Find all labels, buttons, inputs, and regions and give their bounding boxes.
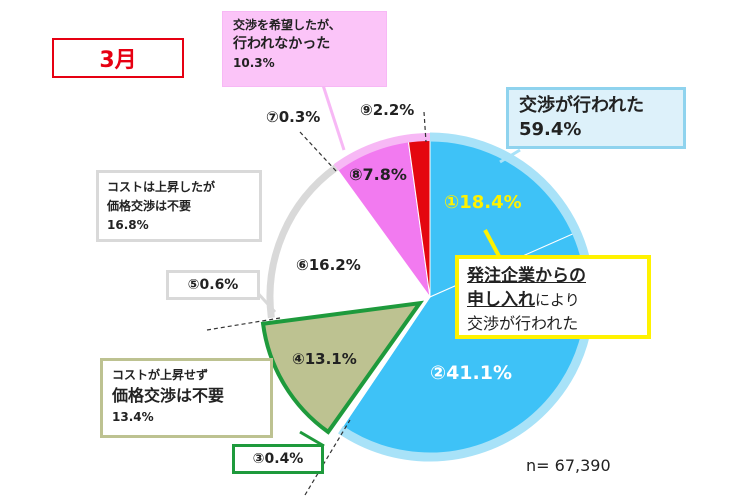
pie-slice-3 — [337, 296, 431, 429]
callout-part1: 発注企業からの — [467, 266, 586, 286]
leader-group-negotiated — [499, 148, 521, 164]
leader-group-not-negotiated — [320, 81, 346, 151]
callout-part3: により — [535, 291, 580, 309]
group-label-cost-rose-no-negotiation: コストは上昇したが 価格交渉は不要 16.8% — [96, 170, 262, 242]
group-rings — [266, 132, 595, 462]
leader-lines — [206, 81, 521, 496]
group-negotiated-title: 交渉が行われた — [519, 95, 645, 116]
slice-label-box-5: ⑤0.6% — [166, 270, 260, 300]
group-not-negotiated-line2: 行われなかった — [233, 36, 331, 52]
leader-slice-3-box — [299, 430, 325, 448]
group-label-cost-not-rose: コストが上昇せず 価格交渉は不要 13.4% — [100, 358, 273, 438]
leader-slice-9 — [423, 111, 427, 143]
slice-label-1: ①18.4% — [444, 192, 522, 213]
ring-cost-rose-no-negotiation — [266, 164, 339, 319]
slice-label-box-3: ③0.4% — [232, 444, 324, 474]
slice-label-5: ⑤0.6% — [187, 277, 239, 293]
group-not-negotiated-value: 10.3% — [233, 56, 275, 70]
callout-box: 発注企業からの 申し入れにより 交渉が行われた — [455, 255, 651, 339]
pie-slice-4 — [260, 300, 425, 435]
group-cost-not-rose-line1: コストが上昇せず — [112, 368, 209, 382]
leader-slice-3 — [304, 419, 351, 496]
leader-callout — [483, 229, 502, 259]
leader-slice-7 — [299, 131, 338, 173]
group-cost-not-rose-value: 13.4% — [112, 410, 154, 424]
sample-size-label: n= 67,390 — [526, 456, 611, 475]
slice-label-8: ⑧7.8% — [349, 165, 407, 184]
slice-label-2: ②41.1% — [430, 362, 513, 384]
slice-label-9: ⑨2.2% — [360, 101, 415, 119]
callout-part4: 交渉が行われた — [467, 314, 579, 333]
month-badge: 3月 — [52, 38, 184, 78]
slice-label-3: ③0.4% — [252, 451, 304, 467]
slice-label-6: ⑥16.2% — [296, 256, 361, 274]
slice-label-7: ⑦0.3% — [266, 108, 321, 126]
group-not-negotiated-line1: 交渉を希望したが、 — [233, 18, 341, 32]
leader-slice-5-divider — [206, 317, 281, 331]
group-label-not-negotiated: 交渉を希望したが、 行われなかった 10.3% — [222, 11, 387, 87]
group-label-negotiated: 交渉が行われた 59.4% — [506, 87, 686, 149]
slice-label-4: ④13.1% — [292, 350, 357, 368]
month-label: 3月 — [99, 48, 137, 73]
group-cost-not-rose-line2: 価格交渉は不要 — [112, 386, 225, 405]
ring-negotiated — [338, 132, 595, 462]
group-cost-rose-value: 16.8% — [107, 218, 149, 232]
ring-not-negotiated — [333, 133, 431, 171]
callout-part2: 申し入れ — [467, 290, 535, 310]
group-cost-rose-line2: 価格交渉は不要 — [107, 199, 192, 213]
group-negotiated-value: 59.4% — [519, 119, 582, 140]
group-cost-rose-line1: コストは上昇したが — [107, 180, 216, 194]
